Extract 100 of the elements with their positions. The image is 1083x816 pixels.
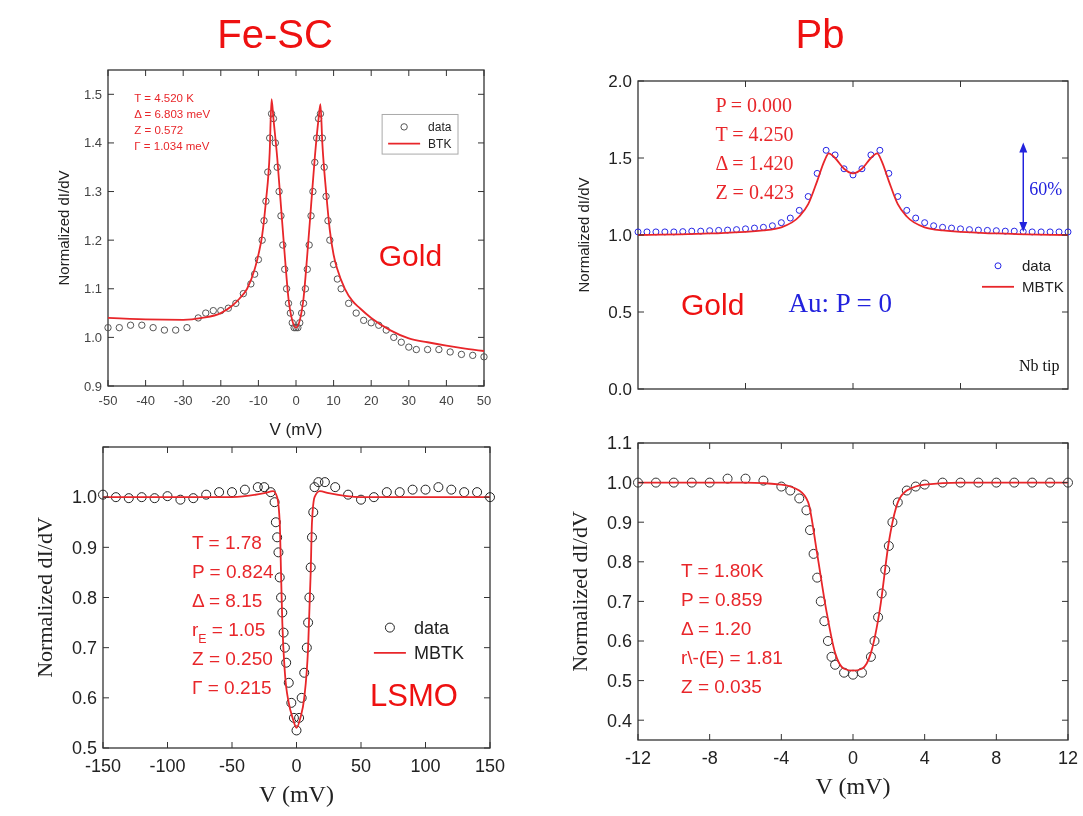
point bbox=[394, 487, 405, 498]
y-tick-label: 0.4 bbox=[606, 710, 632, 731]
point bbox=[308, 507, 319, 518]
y-axis-title: Normalized dI/dV bbox=[575, 177, 593, 293]
point bbox=[472, 487, 483, 498]
x-tick-label: -50 bbox=[218, 756, 246, 776]
point bbox=[715, 226, 723, 234]
point bbox=[278, 627, 289, 638]
annotation: T = 1.80K P = 0.859 Δ = 1.20 r\-(E) = 1.81 Z = 0.035 bbox=[681, 559, 783, 697]
point bbox=[309, 482, 320, 493]
y-tick-label: 2.0 bbox=[608, 71, 632, 91]
point bbox=[303, 617, 314, 628]
point bbox=[903, 206, 911, 214]
point bbox=[901, 485, 912, 496]
x-tick-label: 150 bbox=[474, 756, 506, 776]
y-tick-label: 1.1 bbox=[606, 433, 632, 454]
x-tick-label: 20 bbox=[363, 393, 379, 408]
x-axis-title: V (mV) bbox=[259, 781, 334, 807]
point bbox=[856, 667, 867, 678]
annotation: Au: P = 0 bbox=[788, 288, 892, 318]
point bbox=[948, 224, 956, 232]
point bbox=[1046, 228, 1054, 236]
y-tick-label: 0.8 bbox=[606, 552, 632, 573]
point bbox=[858, 165, 866, 173]
y-axis-title: Normalized dI/dV bbox=[566, 511, 592, 672]
point bbox=[356, 494, 366, 505]
point bbox=[759, 223, 767, 231]
point bbox=[407, 484, 418, 495]
point bbox=[892, 497, 903, 508]
x-tick-label: -50 bbox=[98, 393, 118, 408]
point bbox=[110, 492, 121, 503]
point bbox=[912, 214, 920, 222]
legend-label: MBTK bbox=[413, 643, 464, 664]
y-tick-label: 0.5 bbox=[71, 738, 97, 759]
y-tick-label: 1.0 bbox=[606, 472, 632, 493]
point bbox=[446, 484, 457, 495]
point bbox=[252, 482, 263, 493]
point bbox=[688, 227, 696, 235]
point bbox=[283, 677, 294, 688]
point bbox=[831, 151, 839, 159]
point bbox=[272, 532, 283, 543]
y-tick-label: 0.9 bbox=[606, 512, 632, 533]
point bbox=[1063, 477, 1073, 488]
point bbox=[485, 492, 495, 503]
point bbox=[839, 667, 850, 678]
point bbox=[983, 226, 991, 234]
point bbox=[955, 477, 966, 488]
point bbox=[670, 228, 678, 236]
x-tick-label: 50 bbox=[476, 393, 492, 408]
point bbox=[805, 525, 815, 536]
point bbox=[1019, 228, 1027, 236]
point bbox=[313, 477, 324, 488]
point bbox=[768, 222, 776, 230]
y-tick-label: 0.9 bbox=[71, 537, 97, 558]
y-tick-label: 1.5 bbox=[608, 148, 632, 168]
x-tick-label: -4 bbox=[773, 748, 790, 768]
point bbox=[239, 484, 250, 495]
point bbox=[296, 692, 307, 703]
point bbox=[1001, 227, 1009, 235]
y-tick-label: 1.3 bbox=[83, 184, 102, 200]
point bbox=[957, 225, 964, 233]
point bbox=[286, 697, 297, 708]
x-tick-label: 12 bbox=[1057, 748, 1079, 768]
point bbox=[288, 712, 299, 723]
annotation: LSMO bbox=[370, 677, 458, 713]
point bbox=[930, 222, 938, 230]
point bbox=[973, 477, 984, 488]
x-tick-label: 0 bbox=[292, 393, 300, 408]
point bbox=[633, 477, 643, 488]
x-tick-label: 40 bbox=[439, 393, 454, 408]
x-tick-label: 0 bbox=[291, 756, 302, 776]
point bbox=[822, 146, 830, 154]
x-axis-title: V (mV) bbox=[815, 773, 891, 799]
point bbox=[679, 228, 687, 236]
point bbox=[201, 489, 212, 500]
point bbox=[265, 487, 276, 498]
point bbox=[1027, 477, 1038, 488]
x-tick-label: 8 bbox=[991, 748, 1002, 768]
point bbox=[706, 227, 714, 235]
point bbox=[686, 477, 697, 488]
point bbox=[992, 227, 1000, 235]
point bbox=[742, 225, 749, 233]
point bbox=[840, 165, 848, 173]
x-tick-label: 0 bbox=[847, 748, 859, 768]
point bbox=[919, 479, 930, 490]
point bbox=[273, 547, 284, 558]
point bbox=[867, 151, 875, 159]
x-tick-label: 30 bbox=[401, 393, 417, 408]
point bbox=[299, 667, 310, 678]
point bbox=[849, 171, 857, 179]
point bbox=[136, 492, 147, 503]
point bbox=[306, 532, 317, 543]
point bbox=[304, 592, 315, 603]
y-tick-label: 1.2 bbox=[83, 232, 102, 248]
point bbox=[937, 477, 948, 488]
point bbox=[319, 477, 330, 488]
y-tick-label: 1.1 bbox=[83, 281, 102, 297]
y-tick-label: 0.5 bbox=[608, 302, 632, 322]
y-tick-label: 0.5 bbox=[606, 670, 632, 691]
point bbox=[786, 214, 794, 222]
